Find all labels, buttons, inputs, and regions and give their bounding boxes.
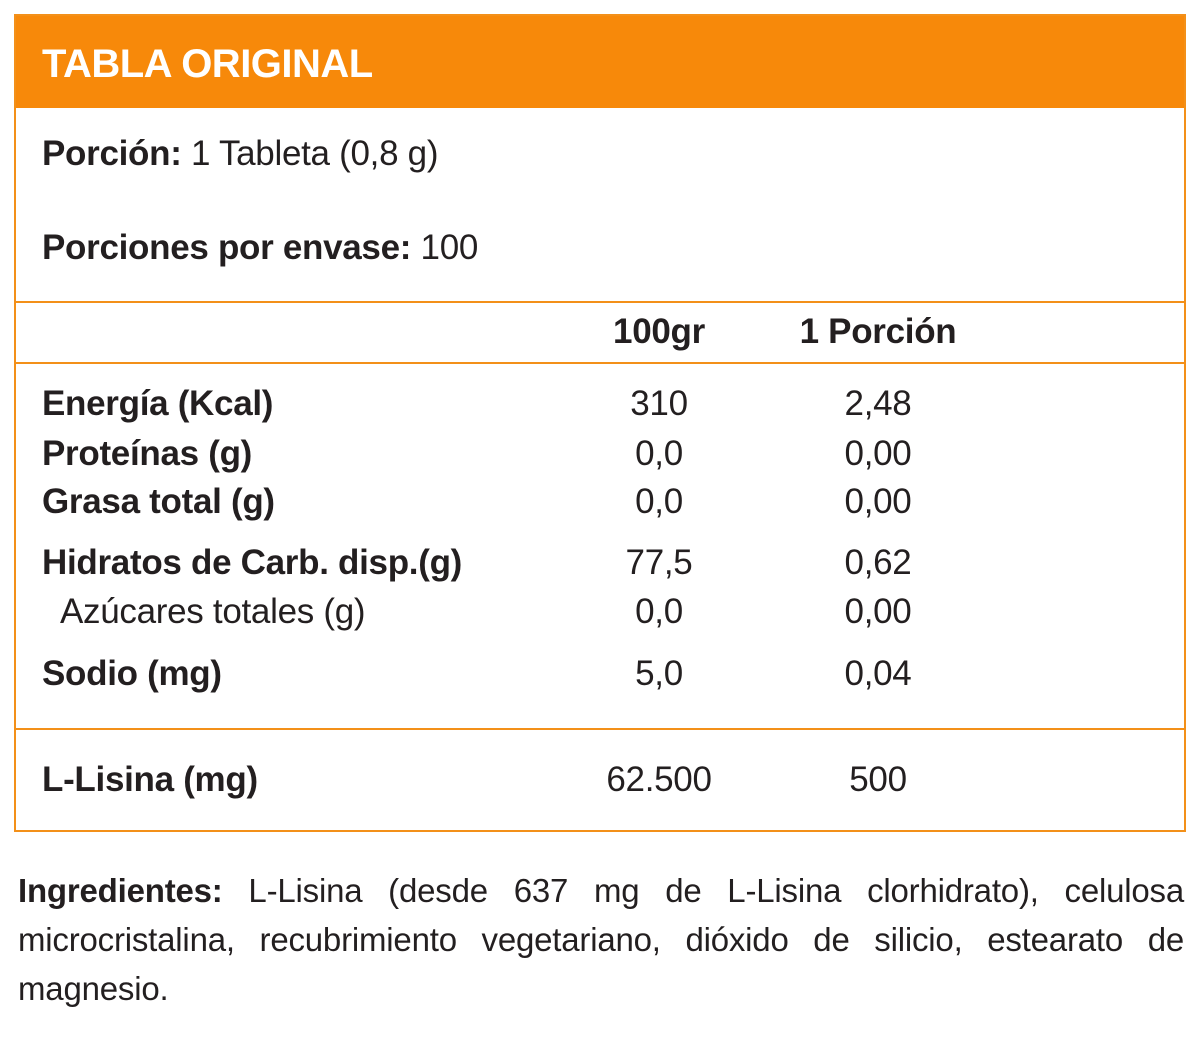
per-container-line: Porciones por envase: 100: [42, 228, 478, 268]
row-fat-per100: 0,0: [635, 482, 683, 521]
row-sugars-name: Azúcares totales (g): [60, 592, 366, 631]
row-sodium-name: Sodio (mg): [42, 654, 222, 693]
portion-value: 1 Tableta (0,8 g): [181, 134, 439, 173]
table-title: TABLA ORIGINAL: [42, 42, 373, 86]
row-fat-name: Grasa total (g): [42, 482, 275, 521]
row-protein-per100: 0,0: [635, 434, 683, 473]
row-lisina-per100: 62.500: [606, 760, 712, 799]
portion-label: Porción:: [42, 134, 182, 173]
row-carbs-per100: 77,5: [625, 543, 693, 582]
row-energy-portion: 2,48: [844, 384, 912, 423]
row-protein-portion: 0,00: [844, 434, 912, 473]
column-header-portion: 1 Porción: [799, 312, 957, 351]
row-fat-portion: 0,00: [844, 482, 912, 521]
divider: [16, 362, 1184, 364]
row-protein-name: Proteínas (g): [42, 434, 253, 473]
column-header-100gr: 100gr: [613, 312, 705, 351]
per-container-value: 100: [411, 228, 479, 267]
ingredients-paragraph: Ingredientes: L-Lisina (desde 637 mg de …: [18, 866, 1184, 1013]
row-sodium-per100: 5,0: [635, 654, 683, 693]
row-sugars-portion: 0,00: [844, 592, 912, 631]
row-sodium-portion: 0,04: [844, 654, 912, 693]
table-header: TABLA ORIGINAL: [16, 16, 1184, 108]
row-carbs-name: Hidratos de Carb. disp.(g): [42, 543, 463, 582]
row-carbs-portion: 0,62: [844, 543, 912, 582]
row-energy-name: Energía (Kcal): [42, 384, 274, 423]
row-lisina-name: L-Lisina (mg): [42, 760, 258, 799]
ingredients-label: Ingredientes:: [18, 872, 223, 909]
ingredients-text: L-Lisina (desde 637 mg de L-Lisina clorh…: [18, 872, 1184, 1007]
portion-line: Porción: 1 Tableta (0,8 g): [42, 134, 438, 174]
row-energy-per100: 310: [630, 384, 688, 423]
divider: [16, 301, 1184, 303]
row-sugars-per100: 0,0: [635, 592, 683, 631]
nutrition-table: TABLA ORIGINAL Porción: 1 Tableta (0,8 g…: [14, 14, 1186, 832]
per-container-label: Porciones por envase:: [42, 228, 412, 267]
divider: [16, 728, 1184, 730]
row-lisina-portion: 500: [849, 760, 907, 799]
